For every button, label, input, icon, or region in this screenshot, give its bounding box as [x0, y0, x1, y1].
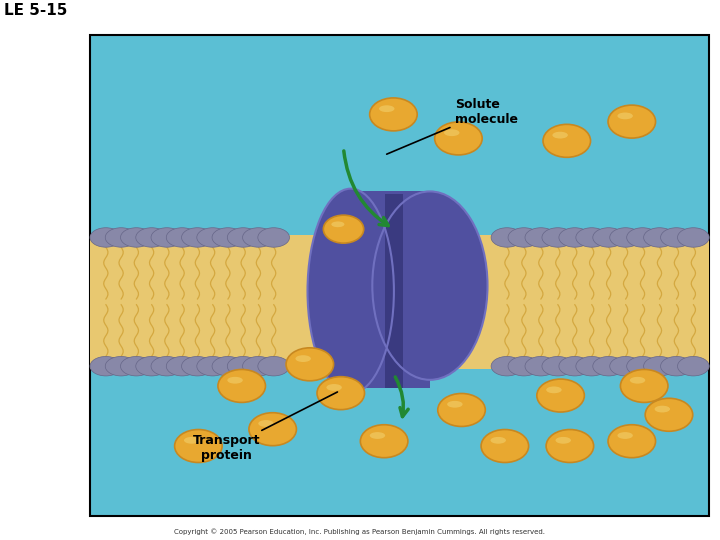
Ellipse shape [136, 228, 168, 247]
Ellipse shape [481, 429, 528, 462]
Ellipse shape [286, 348, 333, 381]
Ellipse shape [593, 356, 624, 376]
Ellipse shape [630, 377, 645, 383]
Ellipse shape [559, 356, 590, 376]
Ellipse shape [447, 401, 462, 408]
Ellipse shape [228, 377, 243, 383]
Ellipse shape [438, 394, 485, 427]
Ellipse shape [543, 124, 590, 157]
Ellipse shape [243, 356, 274, 376]
Ellipse shape [608, 105, 655, 138]
Ellipse shape [258, 356, 289, 376]
Ellipse shape [105, 356, 137, 376]
Ellipse shape [542, 356, 574, 376]
Ellipse shape [370, 432, 385, 439]
Ellipse shape [608, 425, 655, 458]
Text: Copyright © 2005 Pearson Education, Inc. Publishing as Pearson Benjamin Cummings: Copyright © 2005 Pearson Education, Inc.… [174, 528, 546, 535]
Text: LE 5-15: LE 5-15 [4, 3, 67, 18]
Ellipse shape [295, 355, 311, 362]
Ellipse shape [435, 122, 482, 155]
Ellipse shape [197, 356, 228, 376]
Ellipse shape [660, 228, 692, 247]
Ellipse shape [556, 437, 571, 444]
Ellipse shape [593, 228, 624, 247]
Ellipse shape [174, 429, 222, 462]
Ellipse shape [508, 228, 540, 247]
Ellipse shape [525, 356, 557, 376]
Ellipse shape [525, 228, 557, 247]
Ellipse shape [552, 132, 568, 139]
Ellipse shape [136, 356, 168, 376]
Ellipse shape [678, 356, 709, 376]
Ellipse shape [228, 356, 259, 376]
Ellipse shape [546, 387, 562, 393]
Ellipse shape [151, 228, 183, 247]
Ellipse shape [537, 379, 585, 412]
Ellipse shape [491, 228, 523, 247]
Ellipse shape [610, 228, 642, 247]
Bar [351, 191, 430, 388]
Ellipse shape [444, 130, 459, 136]
Ellipse shape [644, 228, 675, 247]
Ellipse shape [626, 356, 658, 376]
Ellipse shape [151, 356, 183, 376]
Ellipse shape [372, 192, 487, 380]
Ellipse shape [243, 228, 274, 247]
Bar [90, 234, 709, 369]
Ellipse shape [361, 425, 408, 458]
Ellipse shape [105, 228, 137, 247]
Ellipse shape [228, 228, 259, 247]
Bar [384, 194, 403, 388]
Ellipse shape [621, 369, 668, 402]
Ellipse shape [644, 356, 675, 376]
Ellipse shape [576, 228, 608, 247]
Ellipse shape [258, 420, 274, 427]
Text: Solute
molecule: Solute molecule [387, 98, 518, 154]
Ellipse shape [326, 384, 342, 391]
Ellipse shape [654, 406, 670, 413]
Ellipse shape [559, 228, 590, 247]
Ellipse shape [610, 356, 642, 376]
Ellipse shape [166, 356, 198, 376]
Ellipse shape [184, 437, 199, 444]
Ellipse shape [120, 356, 152, 376]
Ellipse shape [660, 356, 692, 376]
Ellipse shape [508, 356, 540, 376]
Ellipse shape [576, 356, 608, 376]
Ellipse shape [120, 228, 152, 247]
Ellipse shape [258, 228, 289, 247]
Ellipse shape [166, 228, 198, 247]
Ellipse shape [331, 221, 344, 227]
Ellipse shape [307, 188, 394, 394]
Ellipse shape [618, 112, 633, 119]
Ellipse shape [90, 228, 122, 247]
Ellipse shape [618, 432, 633, 439]
Ellipse shape [197, 228, 228, 247]
Ellipse shape [212, 228, 244, 247]
Bar [90, 35, 709, 516]
Ellipse shape [678, 228, 709, 247]
Ellipse shape [249, 413, 297, 446]
Ellipse shape [491, 356, 523, 376]
Ellipse shape [218, 369, 266, 402]
Ellipse shape [645, 399, 693, 431]
Ellipse shape [181, 356, 213, 376]
Ellipse shape [546, 429, 593, 462]
Ellipse shape [542, 228, 574, 247]
Text: Transport
protein: Transport protein [192, 392, 338, 462]
Ellipse shape [626, 228, 658, 247]
Ellipse shape [379, 105, 395, 112]
Ellipse shape [90, 356, 122, 376]
Ellipse shape [317, 377, 364, 410]
Ellipse shape [323, 215, 364, 243]
Ellipse shape [490, 437, 506, 444]
Ellipse shape [212, 356, 244, 376]
Ellipse shape [181, 228, 213, 247]
Ellipse shape [369, 98, 417, 131]
